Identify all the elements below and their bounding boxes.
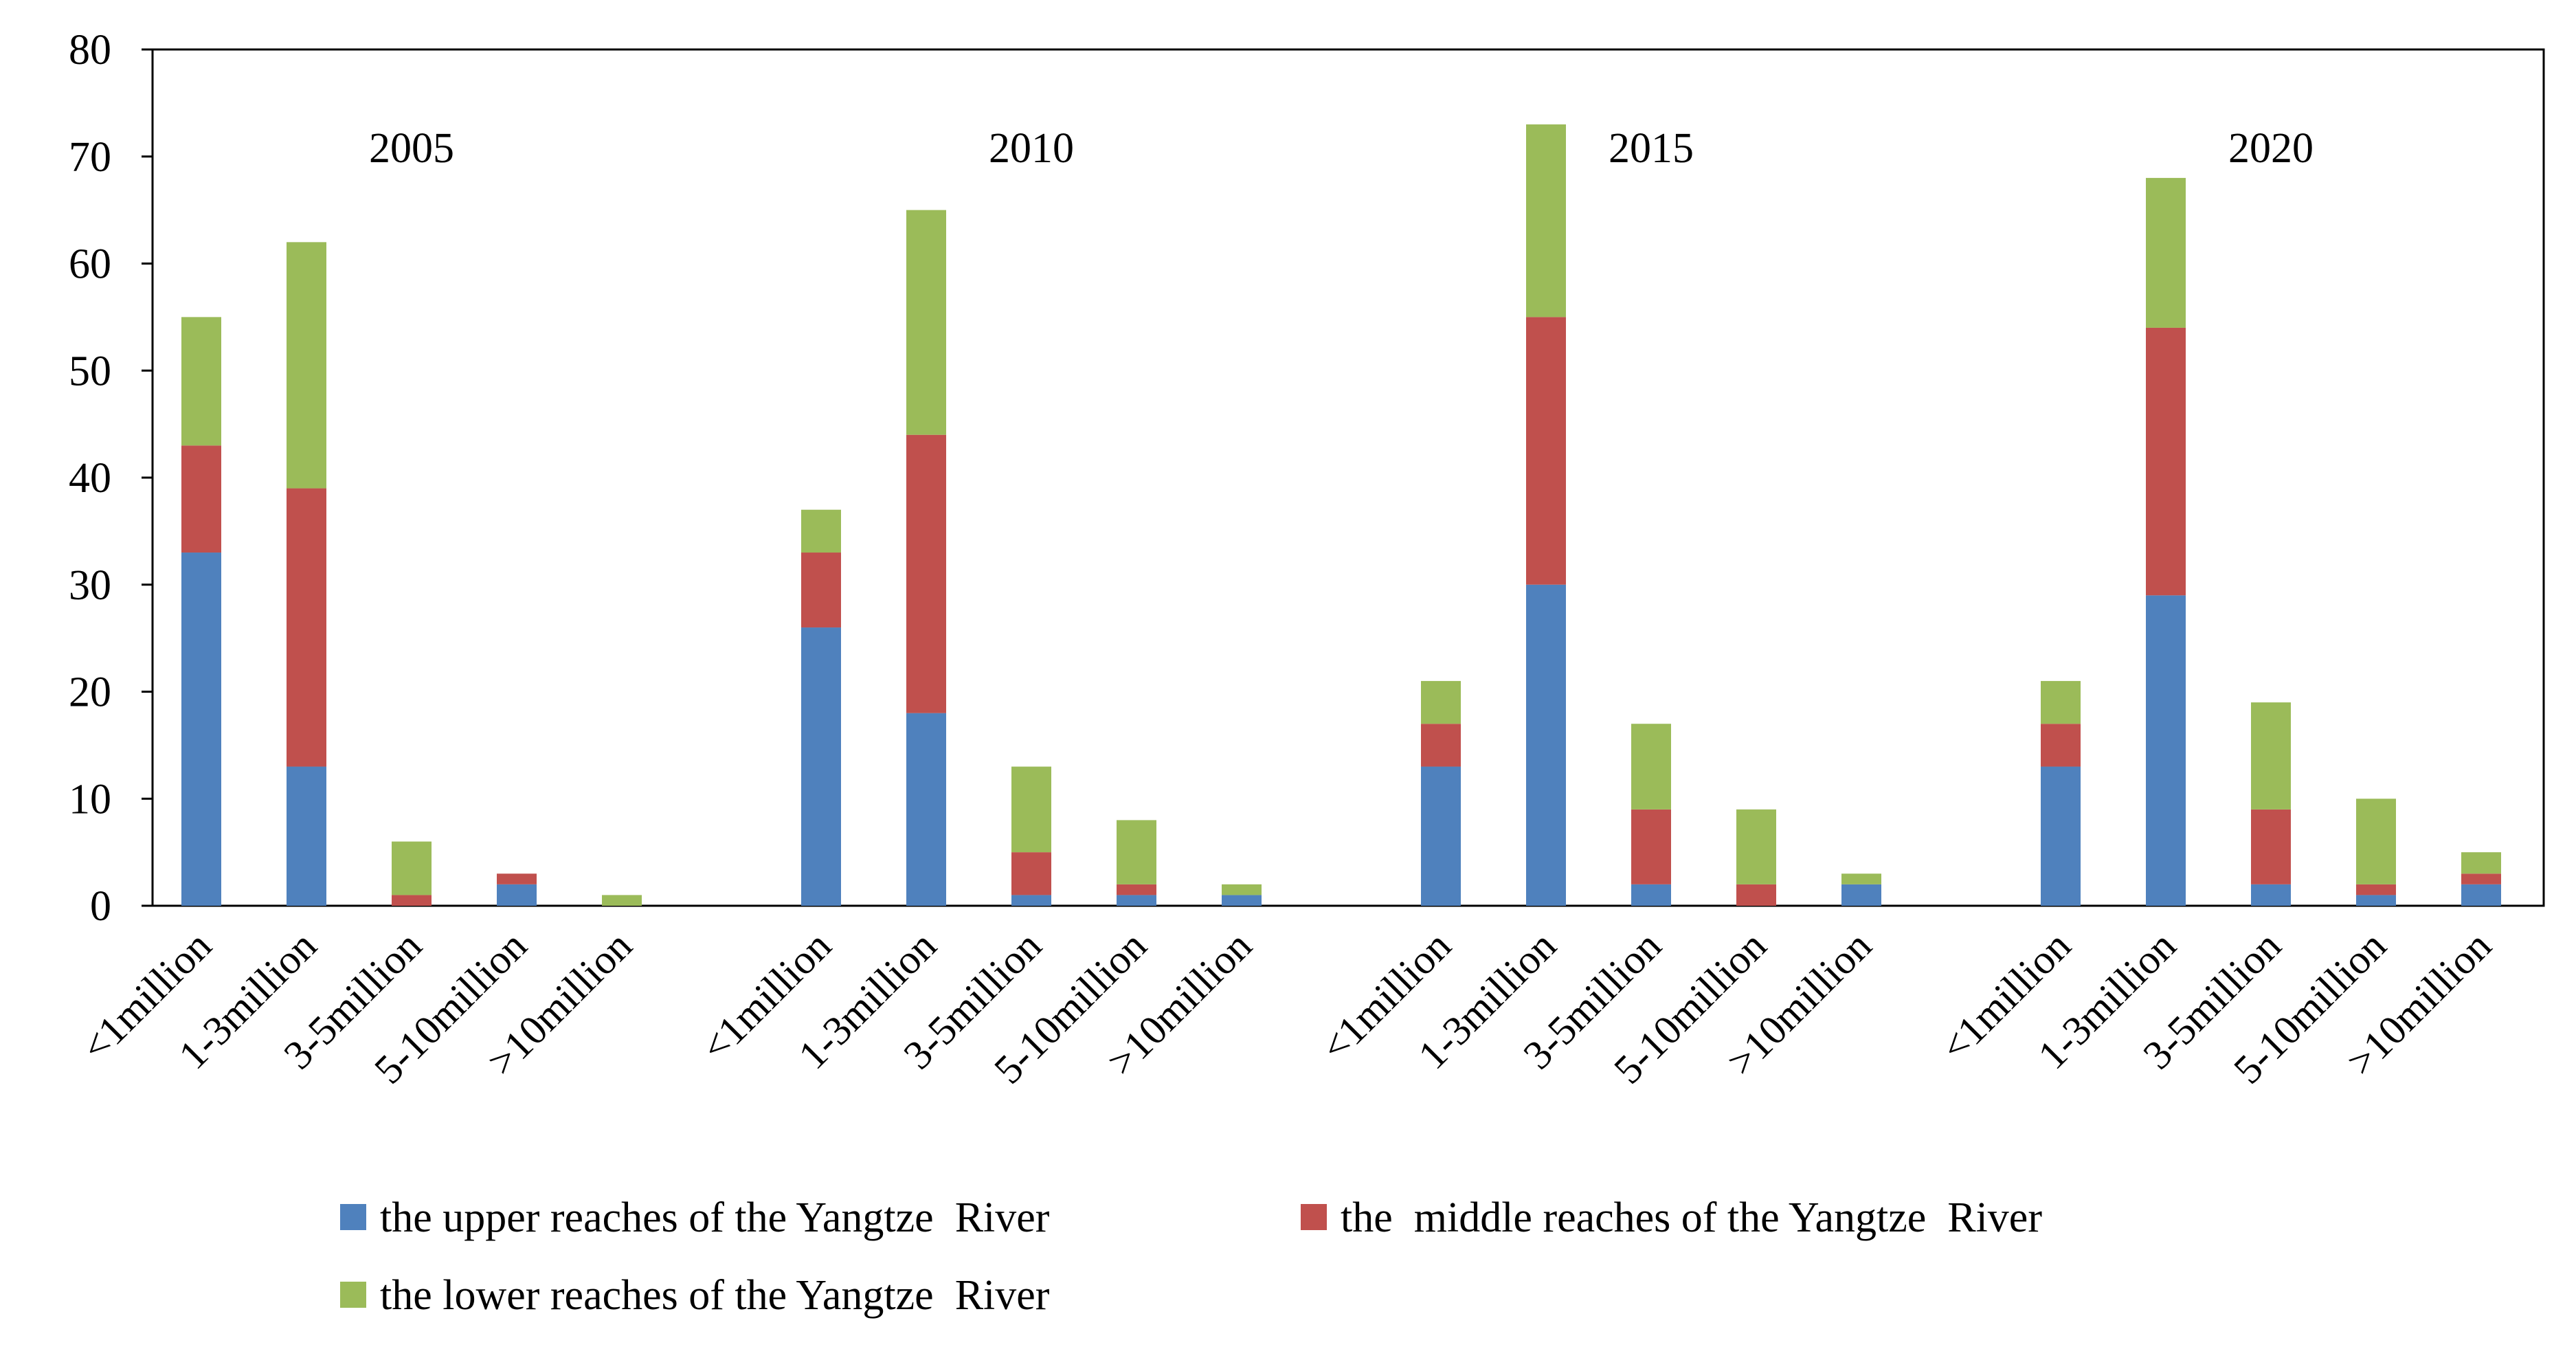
axes-layer: 0 10 20 30 40 50 60 70 80 <box>69 27 2545 930</box>
bar-segment-2015-5-series1 <box>1841 884 1881 906</box>
bar-segment-2020-1-series2 <box>2041 724 2081 767</box>
bar-segment-2020-5-series3 <box>2461 852 2501 874</box>
bar-segment-2020-3-series1 <box>2251 884 2291 906</box>
y-tick-label: 80 <box>69 27 111 74</box>
bar-segment-2010-3-series3 <box>1011 766 1051 853</box>
bar-segment-2010-1-series1 <box>801 627 841 906</box>
bar-segment-2005-3-series3 <box>392 841 432 895</box>
bar-segment-2005-5-series3 <box>602 895 642 906</box>
bar-segment-2010-4-series3 <box>1117 820 1156 884</box>
bar-segment-2005-4-series1 <box>497 884 537 906</box>
bar-segment-2020-4-series1 <box>2356 895 2396 906</box>
bar-segment-2020-2-series2 <box>2146 327 2186 596</box>
legend-swatch-series2 <box>1301 1204 1327 1230</box>
bar-segment-2010-5-series1 <box>1222 895 1262 906</box>
bar-segment-2015-4-series2 <box>1736 884 1776 906</box>
bar-segment-2015-3-series3 <box>1631 724 1671 810</box>
bar-segment-2020-5-series1 <box>2461 884 2501 906</box>
y-tick-label: 50 <box>69 348 111 394</box>
bar-segment-2015-1-series1 <box>1421 766 1461 906</box>
bar-segment-2010-4-series2 <box>1117 884 1156 895</box>
bar-segment-2020-4-series2 <box>2356 884 2396 895</box>
bar-segment-2015-3-series2 <box>1631 809 1671 884</box>
y-tick-label: 40 <box>69 455 111 502</box>
y-tick-label: 30 <box>69 562 111 609</box>
y-tick-label: 0 <box>90 883 111 930</box>
bars-layer <box>181 124 2501 906</box>
bar-segment-2010-1-series2 <box>801 553 841 628</box>
y-tick-label: 60 <box>69 241 111 288</box>
bar-segment-2005-1-series1 <box>181 553 221 906</box>
legend-swatch-series1 <box>340 1204 366 1230</box>
bar-segment-2020-2-series1 <box>2146 595 2186 906</box>
bar-segment-2015-5-series3 <box>1841 873 1881 884</box>
legend-label-series2: the middle reaches of the Yangtze River <box>1341 1194 2042 1241</box>
bar-segment-2015-2-series2 <box>1526 317 1566 585</box>
y-tick-label: 10 <box>69 776 111 823</box>
bar-segment-2010-2-series3 <box>906 210 946 435</box>
bar-segment-2020-1-series3 <box>2041 680 2081 724</box>
legend-swatch-series3 <box>340 1282 366 1308</box>
bar-segment-2020-3-series3 <box>2251 702 2291 810</box>
bar-segment-2015-2-series1 <box>1526 584 1566 906</box>
bar-segment-2005-1-series3 <box>181 317 221 446</box>
bar-segment-2020-3-series2 <box>2251 809 2291 884</box>
legend-label-series1: the upper reaches of the Yangtze River <box>380 1194 1050 1241</box>
group-year-label: 2010 <box>989 125 1074 172</box>
bar-segment-2005-2-series3 <box>287 242 326 489</box>
bar-segment-2010-1-series3 <box>801 509 841 553</box>
bar-segment-2020-2-series3 <box>2146 177 2186 328</box>
bar-segment-2005-2-series1 <box>287 766 326 906</box>
bar-segment-2005-4-series2 <box>497 873 537 884</box>
bar-segment-2020-5-series2 <box>2461 873 2501 884</box>
bar-segment-2015-1-series3 <box>1421 680 1461 724</box>
bar-segment-2005-3-series2 <box>392 895 432 906</box>
bar-segment-2005-1-series2 <box>181 445 221 553</box>
bar-segment-2010-2-series2 <box>906 434 946 713</box>
legend-label-series3: the lower reaches of the Yangtze River <box>380 1272 1050 1319</box>
bar-segment-2015-2-series3 <box>1526 124 1566 317</box>
bar-segment-2010-3-series1 <box>1011 895 1051 906</box>
bar-segment-2015-4-series3 <box>1736 809 1776 884</box>
legend: the upper reaches of the Yangtze River th… <box>340 1194 2042 1319</box>
bar-segment-2020-4-series3 <box>2356 799 2396 884</box>
labels-layer: 2005<1million1-3million3-5million5-10mil… <box>73 125 2500 1093</box>
bar-segment-2020-1-series1 <box>2041 766 2081 906</box>
group-year-label: 2005 <box>369 125 454 172</box>
bar-segment-2015-3-series1 <box>1631 884 1671 906</box>
bar-segment-2010-3-series2 <box>1011 852 1051 895</box>
group-year-label: 2015 <box>1609 125 1694 172</box>
bar-segment-2010-5-series3 <box>1222 884 1262 895</box>
bar-segment-2015-1-series2 <box>1421 724 1461 767</box>
y-tick-label: 20 <box>69 669 111 716</box>
y-tick-label: 70 <box>69 134 111 181</box>
group-year-label: 2020 <box>2228 125 2314 172</box>
bar-segment-2010-4-series1 <box>1117 895 1156 906</box>
bar-segment-2010-2-series1 <box>906 713 946 906</box>
bar-segment-2005-2-series2 <box>287 488 326 767</box>
